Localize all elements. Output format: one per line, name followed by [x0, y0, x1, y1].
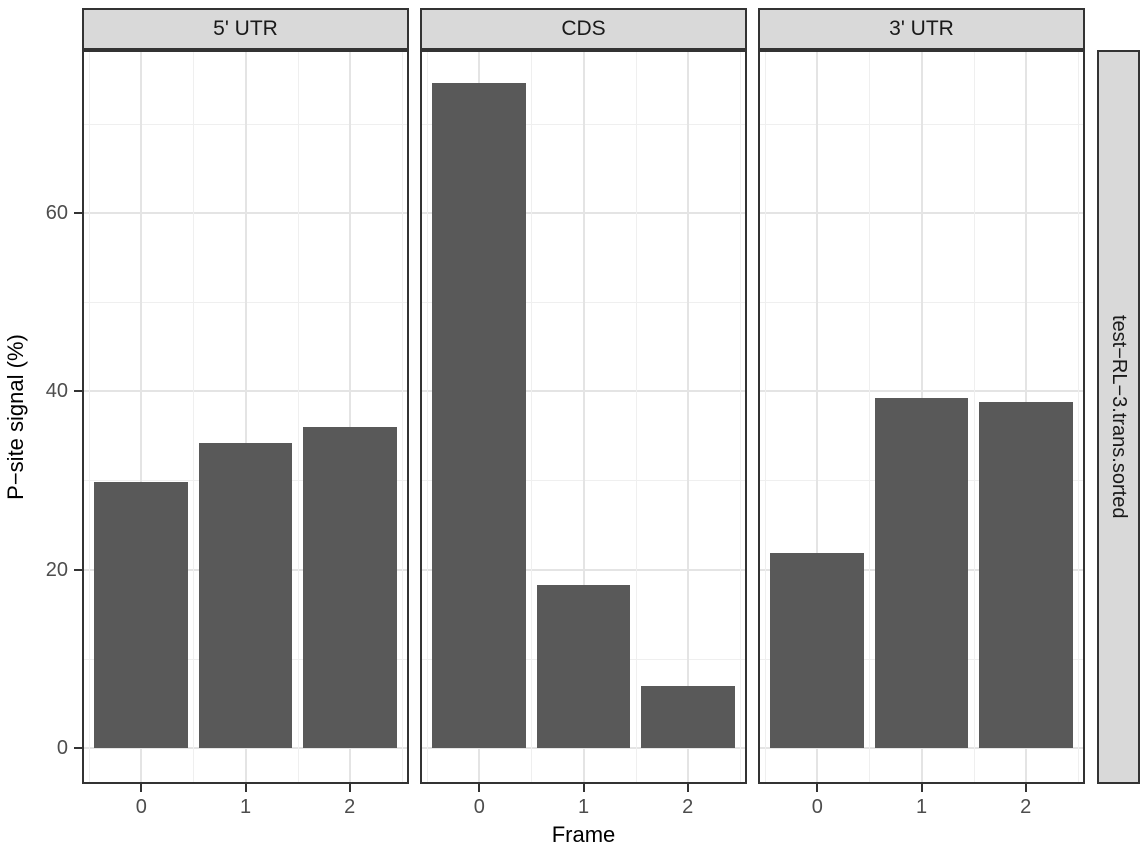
y-tick-label: 20	[45, 558, 68, 581]
gridline-vertical-minor	[89, 52, 91, 782]
y-axis-title: P−site signal (%)	[3, 334, 28, 500]
bar	[770, 552, 865, 748]
facet-panel	[82, 50, 409, 784]
gridline-vertical-minor	[1077, 52, 1079, 782]
bar	[536, 584, 631, 748]
y-axis-tick	[74, 390, 82, 393]
gridline-vertical-minor	[297, 52, 299, 782]
y-tick-label: 60	[45, 201, 68, 224]
gridline-vertical-minor	[193, 52, 195, 782]
facet-strip-label: 5' UTR	[213, 17, 278, 40]
x-tick-label: 0	[135, 796, 147, 818]
facet-strip: 5' UTR	[82, 8, 409, 50]
bar	[640, 685, 735, 748]
x-tick-label: 1	[239, 796, 252, 818]
x-tick-label: 2	[344, 796, 356, 818]
facet-strip-label: CDS	[561, 17, 606, 40]
gridline-vertical-minor	[765, 52, 767, 782]
x-tick-label: 0	[811, 796, 823, 818]
x-tick-label: 2	[682, 796, 694, 818]
bar	[978, 402, 1073, 748]
gridline-vertical-minor	[427, 52, 429, 782]
facet-strip-right: test−RL−3.trans.sorted	[1097, 50, 1140, 784]
facet-strip-label: 3' UTR	[889, 17, 954, 40]
gridline-vertical-minor	[635, 52, 637, 782]
bar	[302, 426, 397, 748]
x-tick-label: 1	[915, 796, 928, 818]
gridline-vertical-minor	[401, 52, 403, 782]
x-axis-tick	[140, 784, 143, 792]
bar	[94, 482, 189, 748]
x-axis-title: Frame	[551, 822, 616, 847]
gridline-vertical-minor	[531, 52, 533, 782]
x-axis-tick	[478, 784, 481, 792]
bar	[198, 443, 293, 748]
gridline-vertical-major	[140, 52, 143, 782]
x-axis-tick	[582, 784, 585, 792]
facet-strip-right-label: test−RL−3.trans.sorted	[1108, 315, 1130, 519]
y-axis-tick	[74, 211, 82, 214]
x-axis-tick	[348, 784, 351, 792]
x-axis-tick	[920, 784, 923, 792]
facet-strip: CDS	[420, 8, 747, 50]
gridline-vertical-major	[816, 52, 819, 782]
y-tick-label: 40	[45, 380, 68, 403]
gridline-vertical-minor	[973, 52, 975, 782]
gridline-vertical-major	[244, 52, 247, 782]
y-axis-tick	[74, 568, 82, 571]
gridline-vertical-minor	[869, 52, 871, 782]
bar	[874, 397, 969, 748]
facet-strip: 3' UTR	[758, 8, 1085, 50]
x-axis-tick	[1024, 784, 1027, 792]
gridline-vertical-major	[348, 52, 351, 782]
gridline-vertical-major	[582, 52, 585, 782]
facet-panel	[420, 50, 747, 784]
gridline-vertical-minor	[739, 52, 741, 782]
x-tick-label: 2	[1020, 796, 1032, 818]
y-tick-label: 0	[56, 737, 68, 759]
x-tick-label: 1	[577, 796, 590, 818]
x-axis-tick	[816, 784, 819, 792]
facet-panel	[758, 50, 1085, 784]
y-axis-tick	[74, 747, 82, 749]
bar	[432, 82, 527, 748]
x-tick-label: 0	[473, 796, 485, 818]
gridline-vertical-major	[686, 52, 689, 782]
x-axis-tick	[686, 784, 689, 792]
x-axis-tick	[244, 784, 247, 792]
